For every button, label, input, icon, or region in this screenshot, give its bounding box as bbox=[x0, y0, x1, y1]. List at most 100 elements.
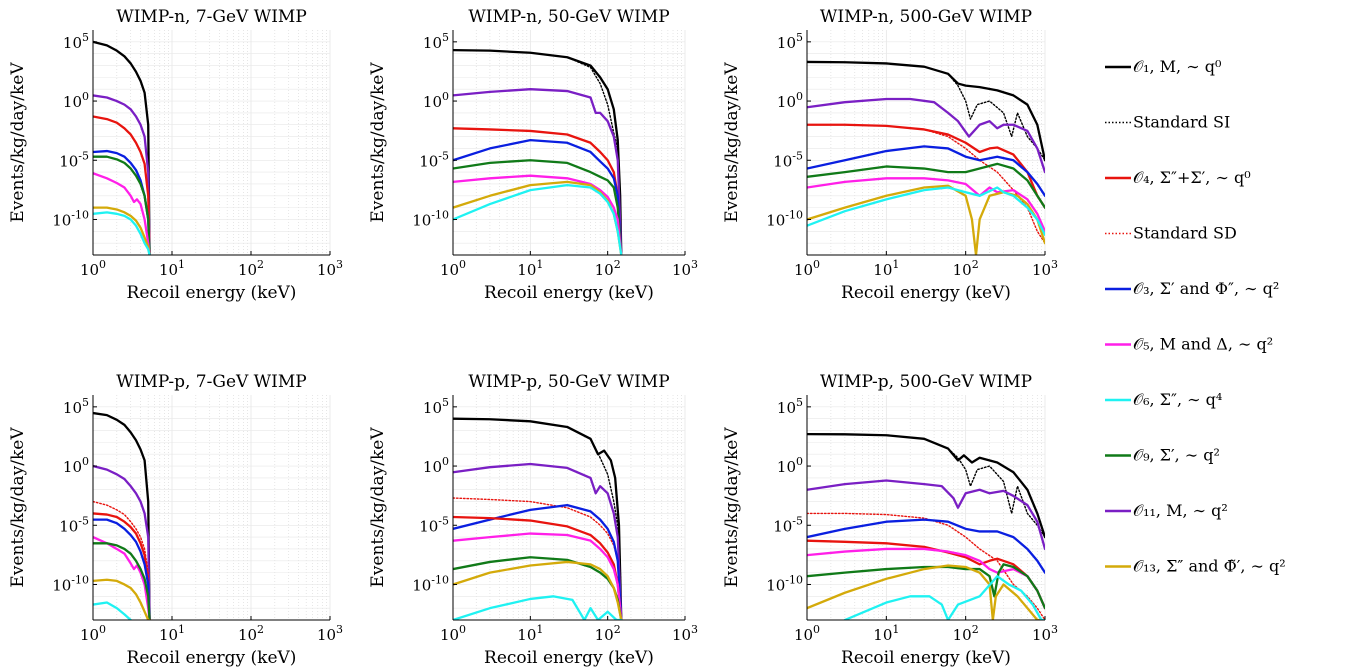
y-tick-label: 100 bbox=[63, 90, 89, 111]
x-tick-label: 101 bbox=[159, 623, 185, 644]
legend-item-O3: 𝒪₃, Σ′ and Φ″, ∼ q² bbox=[1105, 279, 1279, 298]
x-tick-label: 103 bbox=[1032, 623, 1058, 644]
y-tick-label: 10-5 bbox=[773, 514, 803, 535]
series-O5 bbox=[453, 174, 623, 255]
y-tick-label: 10-5 bbox=[419, 514, 449, 535]
x-axis-label: Recoil energy (keV) bbox=[484, 648, 654, 667]
y-tick-label: 10-10 bbox=[766, 208, 803, 229]
series-group bbox=[453, 417, 623, 620]
panel-4: 100 101 102 103 10-10 10-5 100 105 WIMP-p, 7-GeV… bbox=[8, 372, 343, 667]
panel-title: WIMP-p, 50-GeV WIMP bbox=[468, 372, 669, 392]
series-O11 bbox=[453, 88, 623, 255]
plot-area bbox=[453, 395, 685, 620]
series-group bbox=[807, 432, 1045, 620]
y-tick-label: 100 bbox=[423, 455, 449, 476]
y-axis-label: Events/kg/day/keV bbox=[8, 427, 28, 588]
plot-area bbox=[807, 30, 1045, 255]
y-tick-label: 105 bbox=[777, 31, 803, 52]
legend: 𝒪₁, M, ∼ q⁰ Standard SI 𝒪₄, Σ″+Σ′, ∼ q⁰ Sta… bbox=[1105, 57, 1286, 576]
y-tick-label: 10-10 bbox=[766, 573, 803, 594]
series-O3 bbox=[93, 518, 151, 620]
series-O6 bbox=[843, 575, 1045, 620]
series-O9 bbox=[93, 155, 151, 255]
series-O5 bbox=[93, 172, 151, 255]
plot-area bbox=[807, 395, 1045, 620]
x-axis-label: Recoil energy (keV) bbox=[127, 648, 297, 667]
series-O6 bbox=[93, 211, 151, 255]
panel-6: 100 101 102 103 10-10 10-5 100 105 WIMP-p, 500-G… bbox=[722, 372, 1058, 667]
series-O6 bbox=[807, 186, 1045, 237]
panels: 100 101 102 103 10-10 10-5 100 105 WIMP-n, 7-GeV… bbox=[8, 7, 1058, 667]
y-tick-label: 10-5 bbox=[59, 149, 89, 170]
series-group bbox=[93, 411, 151, 620]
x-tick-label: 103 bbox=[672, 623, 698, 644]
series-O3 bbox=[453, 138, 623, 255]
legend-item-O1: 𝒪₁, M, ∼ q⁰ bbox=[1105, 57, 1221, 76]
y-tick-label: 100 bbox=[777, 455, 803, 476]
series-group bbox=[807, 60, 1045, 255]
x-tick-label: 101 bbox=[873, 623, 899, 644]
series-O5 bbox=[93, 535, 151, 620]
panel-5: 100 101 102 103 10-10 10-5 100 105 WIMP-p, 50-Ge… bbox=[368, 372, 698, 667]
x-axis-label: Recoil energy (keV) bbox=[484, 283, 654, 303]
y-tick-label: 105 bbox=[423, 396, 449, 417]
y-axis-label: Events/kg/day/keV bbox=[8, 62, 28, 223]
x-tick-label: 100 bbox=[794, 623, 820, 644]
y-tick-label: 10-10 bbox=[412, 573, 449, 594]
legend-item-O6: 𝒪₆, Σ″, ∼ q⁴ bbox=[1105, 390, 1222, 409]
legend-item-O13: 𝒪₁₃, Σ″ and Φ̃′, ∼ q² bbox=[1105, 557, 1286, 576]
legend-label: 𝒪₉, Σ′, ∼ q² bbox=[1133, 446, 1220, 465]
series-group bbox=[93, 40, 151, 255]
series-O9 bbox=[807, 563, 1045, 610]
panel-1: 100 101 102 103 10-10 10-5 100 105 WIMP-n, 7-GeV… bbox=[8, 7, 343, 303]
legend-item-O4: 𝒪₄, Σ″+Σ′, ∼ q⁰ bbox=[1105, 168, 1251, 187]
series-O13 bbox=[807, 184, 1045, 255]
series-group bbox=[453, 48, 623, 255]
series-O11 bbox=[93, 464, 151, 620]
x-tick-label: 102 bbox=[953, 623, 979, 644]
x-tick-label: 103 bbox=[317, 258, 343, 279]
series-SI bbox=[807, 61, 1045, 161]
plot-area bbox=[93, 395, 330, 620]
x-tick-label: 102 bbox=[595, 623, 621, 644]
series-O11 bbox=[93, 94, 151, 255]
series-SI bbox=[807, 433, 1045, 538]
y-tick-label: 100 bbox=[63, 455, 89, 476]
series-O1 bbox=[807, 60, 1045, 162]
x-tick-label: 100 bbox=[440, 623, 466, 644]
x-axis-label: Recoil energy (keV) bbox=[841, 283, 1011, 303]
y-tick-label: 10-5 bbox=[419, 149, 449, 170]
y-tick-label: 105 bbox=[777, 396, 803, 417]
panel-title: WIMP-n, 50-GeV WIMP bbox=[468, 7, 669, 27]
grid bbox=[452, 30, 686, 255]
x-tick-label: 103 bbox=[672, 258, 698, 279]
panel-2: 100 101 102 103 10-10 10-5 100 105 WIMP-n, 50-Ge… bbox=[368, 7, 698, 303]
y-tick-label: 105 bbox=[63, 396, 89, 417]
legend-label: 𝒪₁₃, Σ″ and Φ̃′, ∼ q² bbox=[1133, 557, 1286, 576]
legend-label: 𝒪₁, M, ∼ q⁰ bbox=[1133, 57, 1221, 76]
legend-item-O5: 𝒪₅, M and Δ, ∼ q² bbox=[1105, 335, 1273, 354]
series-O6 bbox=[93, 601, 132, 620]
y-axis-label: Events/kg/day/keV bbox=[368, 427, 388, 588]
series-O13 bbox=[93, 206, 151, 255]
y-axis-label: Events/kg/day/keV bbox=[722, 62, 742, 223]
legend-item-O9: 𝒪₉, Σ′, ∼ q² bbox=[1105, 446, 1220, 465]
series-O5 bbox=[453, 532, 623, 620]
series-O3 bbox=[807, 518, 1045, 574]
x-tick-label: 102 bbox=[595, 258, 621, 279]
panel-title: WIMP-n, 500-GeV WIMP bbox=[820, 7, 1032, 27]
y-tick-label: 105 bbox=[63, 31, 89, 52]
x-tick-label: 103 bbox=[1032, 258, 1058, 279]
y-tick-label: 100 bbox=[777, 90, 803, 111]
series-O6 bbox=[453, 595, 623, 620]
x-tick-label: 102 bbox=[238, 623, 264, 644]
y-axis-label: Events/kg/day/keV bbox=[722, 427, 742, 588]
series-O6 bbox=[453, 183, 623, 255]
x-tick-label: 101 bbox=[517, 258, 543, 279]
series-SI bbox=[453, 417, 622, 620]
y-tick-label: 10-10 bbox=[52, 573, 89, 594]
legend-label: 𝒪₆, Σ″, ∼ q⁴ bbox=[1133, 390, 1222, 409]
series-O9 bbox=[807, 162, 1045, 209]
x-axis-label: Recoil energy (keV) bbox=[841, 648, 1011, 667]
